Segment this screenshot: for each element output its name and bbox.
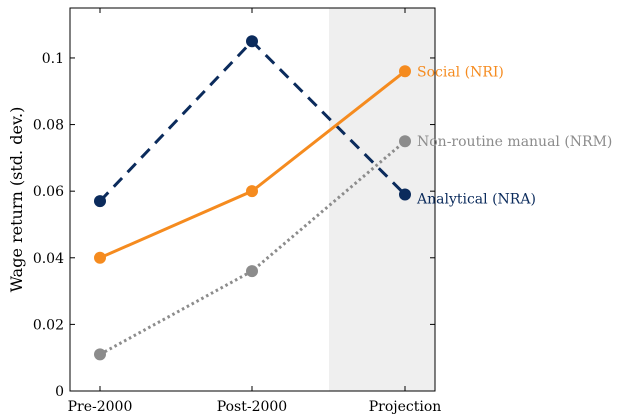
series-point-1-0 (94, 251, 106, 264)
x-tick-label: Post-2000 (217, 399, 287, 415)
y-axis-label: Wage return (std. dev.) (7, 107, 26, 293)
series-label-0: Analytical (NRA) (416, 192, 536, 208)
series-label-1: Social (NRI) (417, 64, 504, 80)
y-tick-label: 0.04 (33, 251, 64, 267)
series-point-2-2 (399, 135, 411, 148)
projection-shaded-region (329, 8, 435, 391)
series-label-layer: Analytical (NRA) Social (NRI) Non-routine … (416, 64, 612, 207)
series-point-1-1 (246, 185, 258, 198)
series-layer (94, 35, 411, 361)
x-tick-label: Pre-2000 (68, 399, 133, 415)
axes-layer: 0 0.02 0.04 0.06 0.08 0.1 Pre-2000 Post-2000 Pro… (33, 7, 442, 415)
series-label-2: Non-routine manual (NRM) (417, 134, 612, 150)
series-point-0-1 (246, 35, 258, 48)
y-tick-label: 0.08 (33, 118, 64, 134)
series-point-1-2 (399, 65, 411, 78)
y-tick-label: 0.06 (33, 184, 64, 200)
x-tick-label: Projection (369, 399, 442, 415)
series-point-0-2 (399, 188, 411, 201)
y-tick-label: 0.1 (42, 51, 64, 67)
series-point-2-1 (246, 265, 258, 278)
series-point-0-0 (94, 195, 106, 208)
series-point-2-0 (94, 348, 106, 361)
y-tick-label: 0 (55, 384, 64, 400)
y-tick-label: 0.02 (33, 317, 64, 333)
